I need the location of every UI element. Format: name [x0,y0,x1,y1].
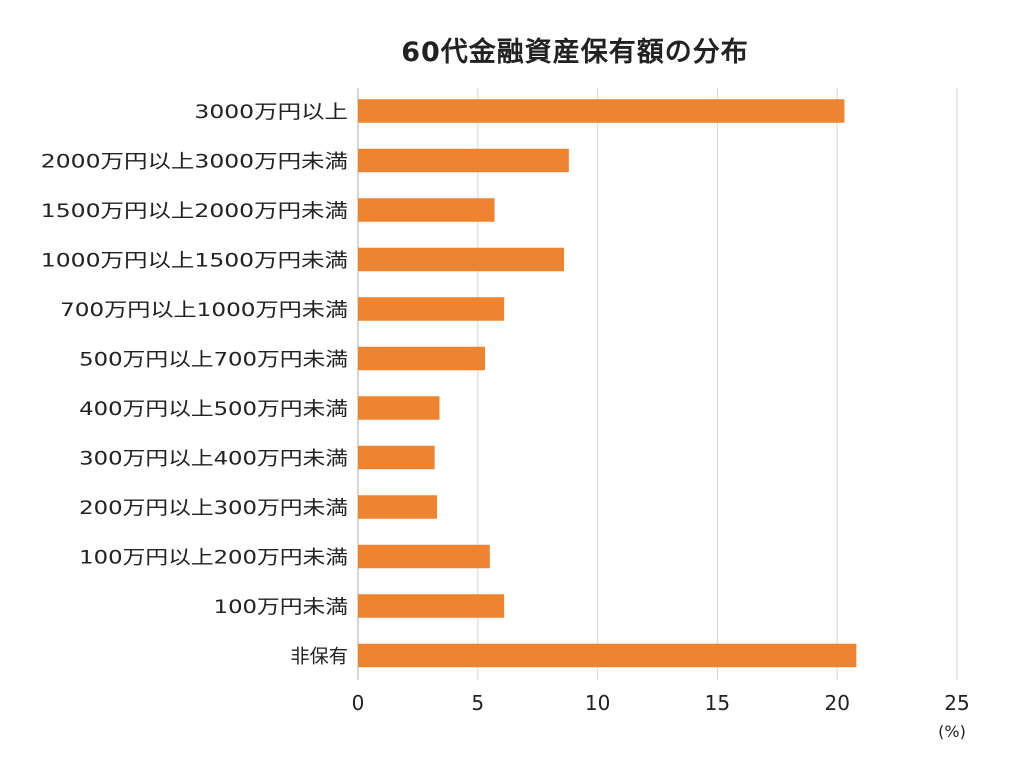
bar [358,297,505,321]
category-label: 200万円以上300万円未満 [79,497,348,519]
category-label: 1000万円以上1500万円未満 [41,250,348,272]
category-label: 400万円以上500万円未満 [79,398,348,420]
category-label: 100万円未満 [214,596,348,618]
x-tick-label: 25 [944,691,969,715]
bar [358,247,565,272]
gridlines [357,88,958,680]
category-labels: 3000万円以上 2000万円以上3000万円未満 1500万円以上2000万円未満… [41,101,348,668]
category-label: 3000万円以上 [194,101,348,123]
x-tick-label: 10 [585,691,610,715]
x-tick-labels: 0 5 10 15 20 25 [352,691,970,715]
bar [358,148,569,173]
x-tick-label: 20 [824,691,849,715]
chart-title: 60代金融資産保有額の分布 [401,37,749,68]
bar [358,445,435,470]
category-label: 700万円以上1000万円未満 [60,299,348,321]
category-label: 500万円以上700万円未満 [79,349,348,371]
bar [358,198,495,222]
category-label: 100万円以上200万円未満 [79,547,348,569]
bar [358,396,440,420]
bar [358,99,845,123]
x-tick-label: 0 [352,691,365,715]
category-label: 1500万円以上2000万円未満 [41,200,348,222]
bar [358,495,438,519]
x-tick-label: 5 [471,691,484,715]
category-label: 非保有 [290,646,348,668]
bar [358,643,857,668]
category-label: 300万円以上400万円未満 [79,448,348,470]
bar [358,346,485,371]
bars [358,99,857,668]
bar [358,544,490,569]
x-tick-label: 15 [705,691,730,715]
unit-label: (%) [938,722,966,741]
category-label: 2000万円以上3000万円未満 [41,151,348,173]
bar [358,594,505,618]
